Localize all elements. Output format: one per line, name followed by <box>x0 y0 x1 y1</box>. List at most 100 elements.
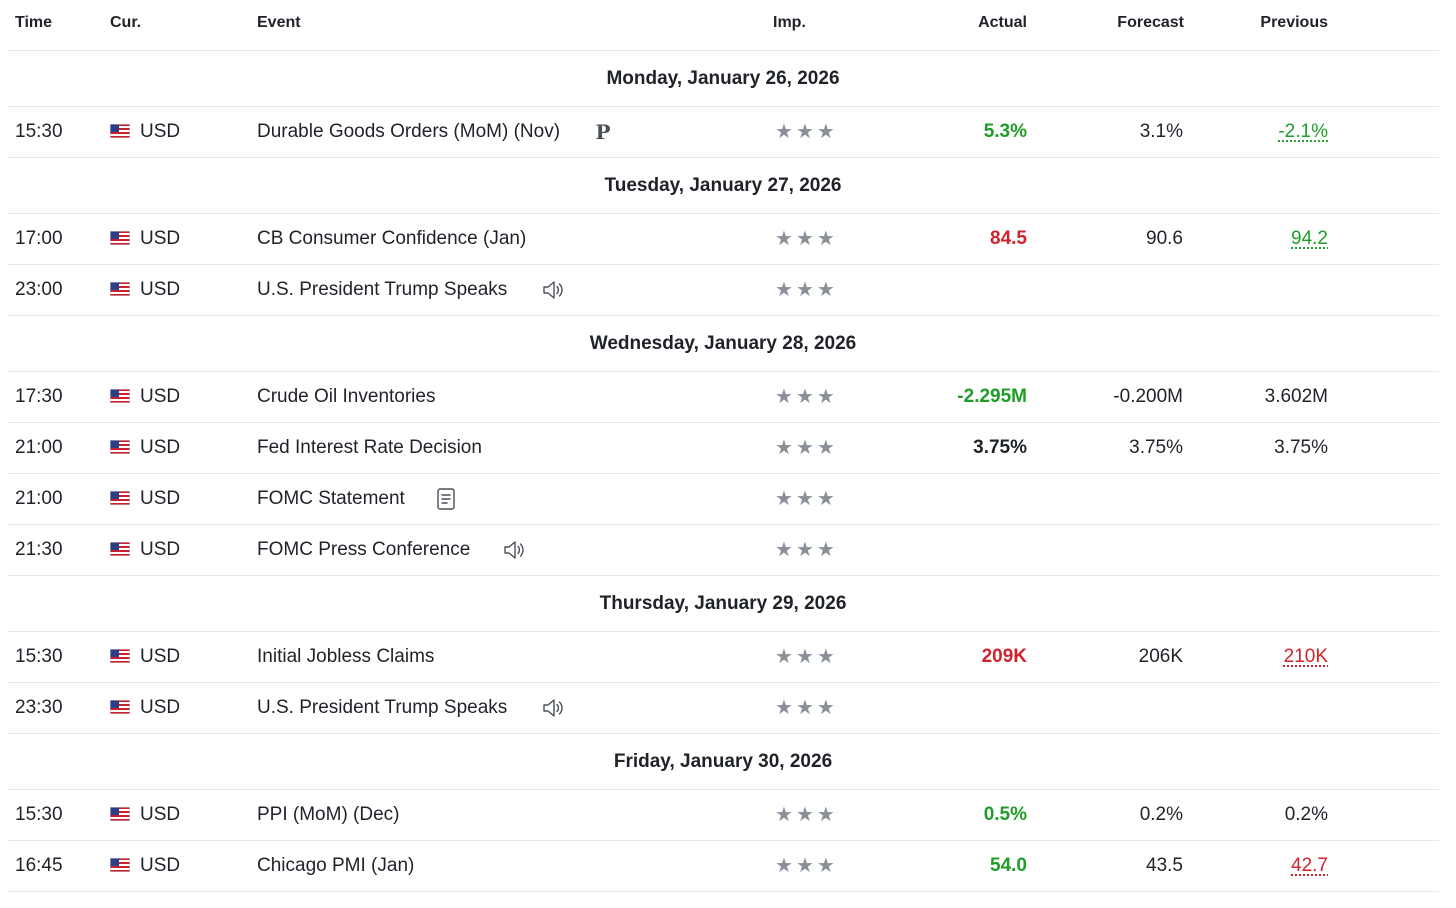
star-icon: ★ <box>816 804 835 826</box>
importance-stars: ★ ★ ★ <box>775 683 838 733</box>
event-row[interactable]: 21:00 USD Fed Interest Rate Decision ★ ★ ★ 3.7… <box>7 423 1439 474</box>
preliminary-icon[interactable]: P <box>595 120 611 144</box>
star-icon: ★ <box>795 488 814 510</box>
star-icon: ★ <box>775 804 793 826</box>
speaker-icon[interactable] <box>540 277 566 303</box>
event-time: 15:30 <box>15 646 63 667</box>
star-icon: ★ <box>775 279 793 301</box>
speaker-icon[interactable] <box>501 537 527 563</box>
event-row[interactable]: 23:00 USD U.S. President Trump Speaks ★ ★ ★ <box>7 265 1439 316</box>
event-row[interactable]: 23:30 USD U.S. President Trump Speaks ★ ★ ★ <box>7 683 1439 734</box>
currency-code: USD <box>140 855 181 876</box>
importance-stars: ★ ★ ★ <box>775 107 838 157</box>
importance-stars: ★ ★ ★ <box>775 525 838 575</box>
us-flag-icon <box>110 389 130 403</box>
star-icon: ★ <box>775 855 793 877</box>
forecast-value: 0.2% <box>1139 804 1183 825</box>
star-icon: ★ <box>775 121 793 143</box>
economic-calendar-table: Time Cur. Event Imp. Actual Forecast Pre… <box>7 0 1439 892</box>
star-icon: ★ <box>816 121 835 143</box>
event-row[interactable]: 21:00 USD FOMC Statement ★ ★ ★ <box>7 474 1439 525</box>
event-row[interactable]: 21:30 USD FOMC Press Conference ★ ★ ★ <box>7 525 1439 576</box>
document-icon[interactable] <box>433 486 459 512</box>
importance-stars: ★ ★ ★ <box>775 265 838 315</box>
star-icon: ★ <box>775 539 793 561</box>
star-icon: ★ <box>816 539 835 561</box>
previous-value[interactable]: -2.1% <box>1278 121 1328 142</box>
star-icon: ★ <box>816 697 835 719</box>
event-time: 21:30 <box>15 539 63 560</box>
event-row[interactable]: 15:30 USD Durable Goods Orders (MoM) (Nov)… <box>7 107 1439 158</box>
actual-value: 209K <box>981 646 1027 667</box>
star-icon: ★ <box>795 539 814 561</box>
event-name-link[interactable]: Initial Jobless Claims <box>257 646 435 667</box>
event-time: 17:30 <box>15 386 63 407</box>
event-name-link[interactable]: U.S. President Trump Speaks <box>257 279 508 300</box>
speaker-icon[interactable] <box>540 695 566 721</box>
star-icon: ★ <box>775 228 793 250</box>
actual-value: 0.5% <box>983 804 1027 825</box>
event-name-link[interactable]: U.S. President Trump Speaks <box>257 697 508 718</box>
event-row[interactable]: 17:00 USD CB Consumer Confidence (Jan) ★ ★ ★ 8… <box>7 214 1439 265</box>
event-name-link[interactable]: Chicago PMI (Jan) <box>257 855 415 876</box>
star-icon: ★ <box>795 855 814 877</box>
star-icon: ★ <box>795 646 814 668</box>
event-name-link[interactable]: FOMC Press Conference <box>257 539 471 560</box>
star-icon: ★ <box>816 488 835 510</box>
star-icon: ★ <box>795 121 814 143</box>
currency-code: USD <box>140 697 181 718</box>
event-name-link[interactable]: CB Consumer Confidence (Jan) <box>257 228 527 249</box>
actual-value: 84.5 <box>990 228 1027 249</box>
event-name-link[interactable]: PPI (MoM) (Dec) <box>257 804 400 825</box>
currency-code: USD <box>140 804 181 825</box>
us-flag-icon <box>110 440 130 454</box>
actual-value: 3.75% <box>973 437 1027 458</box>
star-icon: ★ <box>795 437 814 459</box>
star-icon: ★ <box>775 488 793 510</box>
forecast-value: 43.5 <box>1146 855 1183 876</box>
us-flag-icon <box>110 858 130 872</box>
event-time: 15:30 <box>15 804 63 825</box>
us-flag-icon <box>110 231 130 245</box>
header-currency[interactable]: Cur. <box>110 14 142 31</box>
importance-stars: ★ ★ ★ <box>775 790 838 840</box>
event-row[interactable]: 16:45 USD Chicago PMI (Jan) ★ ★ ★ 54.0 43.5 42.7 <box>7 841 1439 892</box>
event-row[interactable]: 15:30 USD Initial Jobless Claims ★ ★ ★ 209K 206… <box>7 632 1439 683</box>
header-actual[interactable]: Actual <box>978 14 1027 31</box>
event-name-link[interactable]: FOMC Statement <box>257 488 405 509</box>
header-event[interactable]: Event <box>257 14 301 31</box>
event-time: 21:00 <box>15 437 63 458</box>
importance-stars: ★ ★ ★ <box>775 632 838 682</box>
header-forecast[interactable]: Forecast <box>1117 14 1184 31</box>
currency-code: USD <box>140 646 181 667</box>
header-previous[interactable]: Previous <box>1260 14 1328 31</box>
event-name-link[interactable]: Durable Goods Orders (MoM) (Nov) <box>257 121 561 142</box>
event-row[interactable]: 17:30 USD Crude Oil Inventories ★ ★ ★ -2.295M -… <box>7 372 1439 423</box>
star-icon: ★ <box>795 386 814 408</box>
star-icon: ★ <box>775 646 793 668</box>
event-name-link[interactable]: Crude Oil Inventories <box>257 386 436 407</box>
header-time[interactable]: Time <box>15 14 53 31</box>
currency-code: USD <box>140 488 181 509</box>
event-name-link[interactable]: Fed Interest Rate Decision <box>257 437 482 458</box>
us-flag-icon <box>110 542 130 556</box>
previous-value[interactable]: 94.2 <box>1291 228 1328 249</box>
star-icon: ★ <box>816 855 835 877</box>
header-importance[interactable]: Imp. <box>773 14 806 31</box>
forecast-value: 3.75% <box>1129 437 1183 458</box>
event-time: 23:30 <box>15 697 63 718</box>
importance-stars: ★ ★ ★ <box>775 372 838 422</box>
importance-stars: ★ ★ ★ <box>775 474 838 524</box>
importance-stars: ★ ★ ★ <box>775 423 838 473</box>
day-separator: Thursday, January 29, 2026 <box>7 576 1439 632</box>
previous-value[interactable]: 210K <box>1283 646 1328 667</box>
star-icon: ★ <box>816 279 835 301</box>
event-time: 23:00 <box>15 279 63 300</box>
previous-value[interactable]: 42.7 <box>1291 855 1328 876</box>
actual-value: 54.0 <box>990 855 1027 876</box>
day-separator: Friday, January 30, 2026 <box>7 734 1439 790</box>
forecast-value: 206K <box>1138 646 1183 667</box>
event-row[interactable]: 15:30 USD PPI (MoM) (Dec) ★ ★ ★ 0.5% 0.2% 0.2% <box>7 790 1439 841</box>
forecast-value: -0.200M <box>1113 386 1183 407</box>
us-flag-icon <box>110 807 130 821</box>
